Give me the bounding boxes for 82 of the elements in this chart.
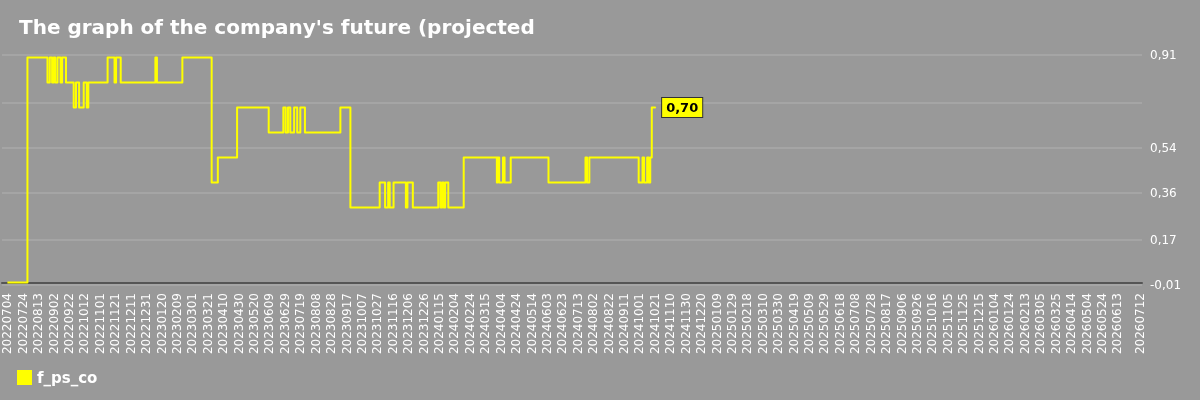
x-tick-label: 20231116 bbox=[385, 293, 400, 355]
legend-label: f_ps_co bbox=[37, 368, 98, 387]
x-tick-label: 20230410 bbox=[216, 293, 231, 355]
x-tick-label: 20241110 bbox=[663, 293, 678, 355]
x-tick-label: 20221121 bbox=[108, 293, 123, 355]
x-tick-label: 20231206 bbox=[401, 293, 416, 355]
y-tick-label: 0,91 bbox=[1150, 48, 1177, 62]
x-tick-label: 20251105 bbox=[940, 293, 955, 355]
x-tick-label: 20231226 bbox=[416, 293, 431, 355]
x-tick-label: 20221211 bbox=[123, 293, 138, 355]
x-tick-label: 20230209 bbox=[169, 293, 184, 355]
x-tick-label: 20250906 bbox=[894, 293, 909, 355]
x-tick-label: 20240115 bbox=[432, 293, 447, 355]
x-tick-label: 20260613 bbox=[1110, 293, 1125, 355]
x-tick-label: 20240224 bbox=[462, 293, 477, 355]
x-tick-label: 20240404 bbox=[493, 293, 508, 355]
x-tick-label: 20241021 bbox=[647, 293, 662, 355]
x-tick-label: 20250728 bbox=[863, 293, 878, 355]
x-tick-label: 20230808 bbox=[308, 293, 323, 355]
x-tick-label: 20250330 bbox=[771, 293, 786, 355]
x-tick-label: 20220922 bbox=[62, 293, 77, 355]
x-tick-label: 20220813 bbox=[31, 293, 46, 355]
x-tick-label: 20230917 bbox=[339, 293, 354, 355]
x-tick-label: 20250129 bbox=[724, 293, 739, 355]
annotation: 0,70 bbox=[666, 100, 699, 115]
x-tick-label: 20230321 bbox=[200, 293, 215, 355]
x-tick-label: 20220724 bbox=[15, 293, 30, 355]
x-tick-label: 20240911 bbox=[617, 293, 632, 355]
x-tick-label: 20220704 bbox=[0, 293, 15, 355]
x-tick-label: 20241220 bbox=[694, 293, 709, 355]
x-tick-label: 20240424 bbox=[509, 293, 524, 355]
x-tick-label: 20230430 bbox=[231, 293, 246, 355]
x-tick-label: 20250708 bbox=[848, 293, 863, 355]
x-tick-label: 20250509 bbox=[802, 293, 817, 355]
x-tick-label: 20230120 bbox=[154, 293, 169, 355]
x-tick-label: 20221231 bbox=[139, 293, 154, 355]
x-tick-label: 20230609 bbox=[262, 293, 277, 355]
x-tick-label: 20260124 bbox=[1002, 293, 1017, 355]
y-tick-label: 0,36 bbox=[1150, 185, 1177, 200]
x-tick-label: 20250419 bbox=[786, 293, 801, 355]
x-tick-label: 20240822 bbox=[601, 293, 616, 355]
x-tick-label: 20250817 bbox=[879, 293, 894, 355]
x-tick-label: 20221012 bbox=[77, 293, 92, 355]
x-tick-label: 20230520 bbox=[247, 293, 262, 355]
x-tick-label: 20241130 bbox=[678, 293, 693, 355]
y-tick-label: 0,54 bbox=[1150, 140, 1177, 155]
x-tick-label: 20250926 bbox=[909, 293, 924, 355]
x-tick-label: 20220902 bbox=[46, 293, 61, 355]
x-tick-label: 20260504 bbox=[1079, 293, 1094, 355]
x-tick-label: 20260325 bbox=[1048, 293, 1063, 355]
x-tick-label: 20250109 bbox=[709, 293, 724, 355]
x-tick-label: 20240514 bbox=[524, 293, 539, 355]
x-tick-label: 20221101 bbox=[92, 293, 107, 355]
x-tick-label: 20231007 bbox=[354, 293, 369, 355]
y-tick-label: 0,17 bbox=[1150, 233, 1177, 247]
x-tick-label: 20250310 bbox=[755, 293, 770, 355]
x-tick-label: 20230301 bbox=[185, 293, 200, 355]
x-tick-label: 20240713 bbox=[570, 293, 585, 355]
x-tick-label: 20260414 bbox=[1064, 293, 1079, 355]
x-tick-label: 20230719 bbox=[293, 293, 308, 355]
x-tick-label: 20240315 bbox=[478, 293, 493, 355]
x-tick-label: 20240623 bbox=[555, 293, 570, 355]
x-tick-label: 20250218 bbox=[740, 293, 755, 355]
x-tick-label: 20251016 bbox=[925, 293, 940, 355]
x-tick-label: 20260104 bbox=[987, 293, 1002, 355]
chart-title: The graph of the company's future (projected bbox=[19, 15, 535, 39]
x-tick-label: 20240802 bbox=[586, 293, 601, 355]
x-tick-label: 20260712 bbox=[1132, 293, 1147, 355]
x-tick-label: 20240204 bbox=[447, 293, 462, 355]
x-tick-label: 20260213 bbox=[1017, 293, 1032, 355]
x-tick-label: 20250618 bbox=[832, 293, 847, 355]
x-tick-label: 20251125 bbox=[956, 293, 971, 355]
x-tick-label: 20240603 bbox=[539, 293, 554, 355]
x-tick-label: 20230629 bbox=[277, 293, 292, 355]
x-tick-label: 20230828 bbox=[324, 293, 339, 355]
x-tick-label: 20231027 bbox=[370, 293, 385, 355]
x-tick-label: 20260305 bbox=[1033, 293, 1048, 355]
y-tick-label: -0,01 bbox=[1150, 278, 1182, 292]
x-tick-label: 20241001 bbox=[632, 293, 647, 355]
x-tick-label: 20250529 bbox=[817, 293, 832, 355]
x-tick-label: 20251215 bbox=[971, 293, 986, 355]
x-tick-label: 20260524 bbox=[1094, 293, 1109, 355]
